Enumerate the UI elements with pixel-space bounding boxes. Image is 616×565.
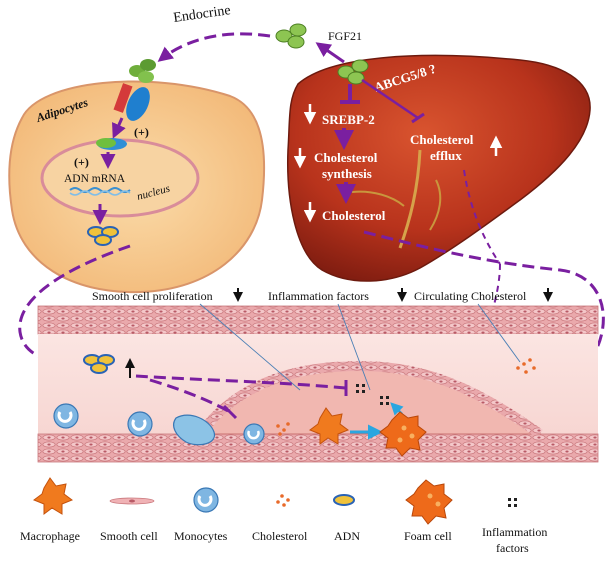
legend-macrophage-label: Macrophage [20, 529, 80, 543]
adipocyte-cell: Adipocytes (+) (+) ADN mRNA nucleus [8, 59, 266, 294]
circulating-cholesterol-dots-icon [516, 358, 536, 374]
fgf21-top-icon [275, 23, 307, 49]
foam-cell-plaque-icon [379, 411, 427, 457]
circulating-cholesterol-label: Circulating Cholesterol [414, 289, 527, 303]
foam-cell-icon [405, 479, 453, 525]
cholesterol-icon [276, 494, 290, 507]
abcg58-inhibit [361, 78, 419, 120]
cholesterol-plaque-dots-icon [276, 422, 290, 436]
cholesterol-efflux-label-2: efflux [430, 148, 462, 163]
adn-icon [333, 494, 355, 506]
srebp2-label: SREBP-2 [322, 112, 375, 127]
adn-secretion-path [18, 244, 131, 372]
cholesterol-efflux-label-1: Cholesterol [410, 132, 474, 147]
liver-organ [287, 54, 591, 282]
macrophage-plaque-icon [308, 407, 350, 445]
adn-smooth-cell-inhibit [222, 404, 238, 420]
cholesterol-circulation-path [363, 230, 605, 373]
mrna-strand-icon [69, 187, 131, 193]
adipocyte-receptor-plus-label: (+) [134, 125, 149, 139]
cholesterol-liver-label: Cholesterol [322, 208, 386, 223]
blood-vessel [37, 305, 599, 463]
adn-mrna-label: ADN mRNA [64, 173, 126, 185]
cholesterol-pointer [477, 303, 521, 363]
monocyte-lumen-2-icon [127, 411, 153, 437]
endocrine-path [157, 32, 271, 62]
monocyte-icon [193, 487, 219, 513]
fgf21-receptor-icon [113, 59, 156, 121]
legend-factors-label: factors [496, 541, 529, 555]
signal-complex-icon [96, 138, 127, 150]
endocrine-label: Endocrine [172, 3, 231, 26]
legend-inflammation-label: Inflammation [482, 525, 547, 539]
cholesterol-synthesis-label-2: synthesis [322, 166, 372, 181]
inflammation-pointer [337, 303, 371, 391]
smooth-cell-icon [109, 497, 155, 505]
macrophage-icon [32, 477, 74, 515]
efflux-dashed-link [463, 169, 501, 265]
legend: Macrophage Smooth cell Monocytes Cholest… [20, 477, 547, 555]
monocyte-plaque-icon [243, 423, 265, 445]
fgf21-label: FGF21 [328, 29, 362, 43]
cholesterol-synthesis-label-1: Cholesterol [314, 150, 378, 165]
smooth-cell-proliferation-label: Smooth cell proliferation [92, 289, 213, 303]
inflammation-factors-dots-icon [356, 384, 389, 405]
smooth-cell-pointer [199, 303, 301, 391]
legend-foam-cell-label: Foam cell [404, 529, 452, 543]
inflammation-factors-label: Inflammation factors [268, 289, 369, 303]
monocyte-lumen-1-icon [53, 403, 79, 429]
adn-cluster-blood-icon [83, 354, 115, 374]
inflammation-factors-icon [508, 498, 517, 507]
monocyte-transmigrating-icon [173, 414, 216, 446]
legend-smooth-cell-label: Smooth cell [100, 529, 158, 543]
legend-cholesterol-label: Cholesterol [252, 529, 308, 543]
legend-monocytes-label: Monocytes [174, 529, 228, 543]
adn-cluster-adipocyte-icon [87, 226, 119, 246]
fgf21-liver-icon [337, 59, 369, 85]
legend-adn-label: ADN [334, 529, 360, 543]
nucleus-plus-label: (+) [74, 155, 89, 169]
